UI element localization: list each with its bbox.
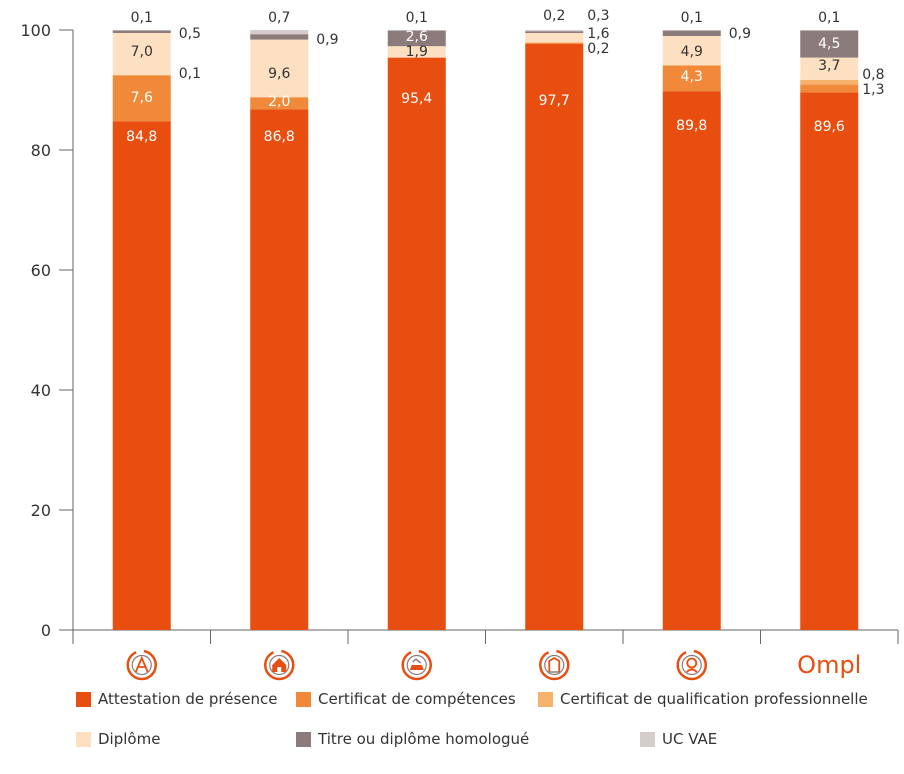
- data-label: 3,7: [818, 58, 840, 74]
- data-labels: 84,8 7,6 7,0 0,1 0,5 0,1 86,8 2,0 9,6 0,7 0,9 95,4 2…: [126, 8, 884, 145]
- bar-segment: [662, 91, 721, 630]
- data-label: 1,9: [406, 44, 428, 60]
- bar-segment: [112, 121, 171, 630]
- icon-ring: [676, 649, 707, 681]
- icon-inner-ring: [131, 654, 152, 676]
- y-tick-label: 20: [31, 501, 51, 520]
- health-icon: [676, 649, 707, 681]
- bar-segment: [800, 30, 859, 31]
- bar-segment: [525, 43, 584, 631]
- data-label: 97,7: [539, 93, 570, 109]
- automotive-expert-icon: [401, 649, 432, 681]
- bar-segment: [662, 65, 721, 92]
- bar-segment: [387, 30, 446, 31]
- y-tick-label: 100: [20, 21, 51, 40]
- data-label: 4,9: [681, 44, 703, 60]
- legal-icon: [539, 649, 570, 681]
- bars: [112, 30, 859, 631]
- bar-segment: [525, 42, 584, 44]
- data-label: 2,6: [406, 29, 428, 45]
- bar-segment: [250, 39, 309, 98]
- data-label: 86,8: [264, 129, 295, 145]
- data-label: 0,1: [406, 10, 428, 26]
- data-label: 4,3: [681, 69, 703, 85]
- bar-segment: [112, 75, 171, 76]
- data-label: 0,7: [268, 10, 290, 26]
- bar-segment: [112, 30, 171, 33]
- bar-segment: [250, 109, 309, 630]
- legal-shape: [548, 656, 561, 672]
- icon-inner-ring: [681, 654, 702, 676]
- health-head: [686, 657, 698, 669]
- data-label: 0,9: [316, 32, 338, 48]
- data-label: 89,6: [814, 119, 845, 135]
- house-door: [277, 667, 282, 672]
- y-tick-label: 40: [31, 381, 51, 400]
- bar-segment: [250, 30, 309, 35]
- bar-segment: [525, 31, 584, 33]
- data-label: 0,3: [587, 8, 609, 24]
- axes: 0 20 40 60 80 100: [20, 21, 899, 644]
- data-label: 0,5: [179, 26, 201, 42]
- icon-inner-ring: [544, 654, 565, 676]
- bar-segment: [800, 92, 859, 630]
- bar-segment: [800, 84, 859, 93]
- ompl-logo-text: Ompl: [797, 651, 861, 679]
- bar-segment: [662, 30, 721, 36]
- data-label: 0,1: [681, 10, 703, 26]
- bar-segment: [800, 79, 859, 85]
- bar-segment: [525, 30, 584, 32]
- data-label: 1,6: [587, 26, 609, 42]
- data-label: 0,1: [179, 66, 201, 82]
- y-tick-label: 60: [31, 261, 51, 280]
- icon-inner-ring: [269, 654, 290, 676]
- data-label: 89,8: [676, 118, 707, 134]
- bar-segment: [112, 75, 171, 122]
- icon-ring: [401, 649, 432, 681]
- house-shape: [272, 658, 287, 672]
- data-label: 9,6: [268, 66, 290, 82]
- y-tick-label: 0: [41, 621, 51, 640]
- bar-segment: [662, 36, 721, 66]
- data-label: 0,1: [818, 10, 840, 26]
- bar-segment: [250, 97, 309, 110]
- bar-segment: [112, 33, 171, 75]
- data-label: 4,5: [818, 36, 840, 52]
- data-label: 0,2: [587, 41, 609, 57]
- compass-shape: [134, 655, 149, 673]
- data-label: 2,0: [268, 94, 290, 110]
- data-label: 84,8: [126, 129, 157, 145]
- data-label: 95,4: [401, 91, 432, 107]
- data-label: 7,0: [131, 44, 153, 60]
- data-label: 1,3: [862, 82, 884, 98]
- data-label: 7,6: [131, 90, 153, 106]
- category-icons: Ompl: [126, 649, 861, 681]
- real-estate-icon: [264, 649, 295, 681]
- data-label: 0,8: [862, 67, 884, 83]
- architecture-icon: [126, 649, 157, 681]
- bar-segment: [800, 57, 859, 80]
- check-shape: [412, 658, 422, 664]
- bar-segment: [250, 34, 309, 40]
- bar-segment: [525, 33, 584, 43]
- icon-ring: [126, 649, 157, 681]
- data-label: 0,1: [131, 10, 153, 26]
- bar-segment: [800, 30, 859, 58]
- car-shape: [409, 665, 424, 670]
- data-label: 0,2: [543, 8, 565, 24]
- bar-segment: [387, 46, 446, 58]
- bar-segment: [387, 57, 446, 631]
- data-label: 0,9: [729, 26, 751, 42]
- y-tick-label: 80: [31, 141, 51, 160]
- icon-inner-ring: [406, 654, 427, 676]
- bar-segment: [387, 30, 446, 47]
- bar-segment: [112, 30, 171, 31]
- icon-ring: [264, 649, 295, 681]
- health-body: [686, 668, 698, 673]
- bar-segment: [662, 30, 721, 31]
- ompl-logo: Ompl: [797, 651, 861, 679]
- icon-ring: [539, 649, 570, 681]
